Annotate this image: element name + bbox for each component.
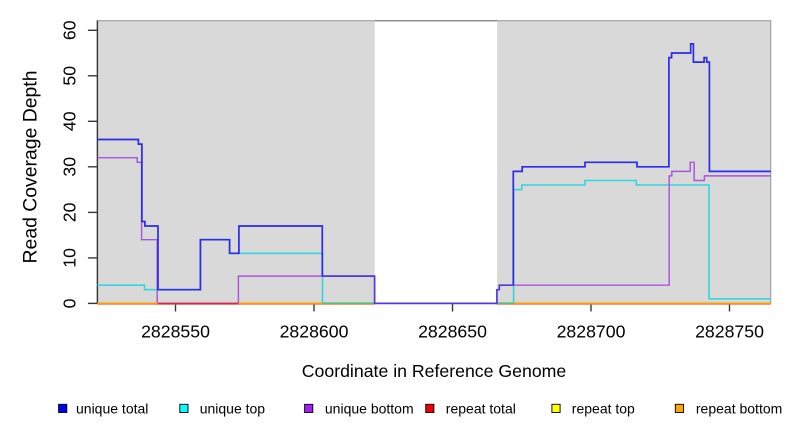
svg-text:repeat top: repeat top	[572, 401, 635, 417]
svg-text:60: 60	[60, 20, 80, 40]
svg-text:2828700: 2828700	[557, 321, 626, 341]
svg-text:unique total: unique total	[76, 401, 148, 417]
svg-text:2828650: 2828650	[418, 321, 487, 341]
svg-text:unique bottom: unique bottom	[325, 401, 414, 417]
svg-text:30: 30	[60, 157, 80, 177]
svg-text:Read Coverage Depth: Read Coverage Depth	[20, 71, 42, 264]
svg-text:0: 0	[60, 298, 80, 308]
svg-text:40: 40	[60, 111, 80, 131]
svg-text:50: 50	[60, 66, 80, 86]
svg-text:2828750: 2828750	[695, 321, 764, 341]
svg-text:2828600: 2828600	[280, 321, 349, 341]
svg-text:20: 20	[60, 202, 80, 222]
svg-text:unique top: unique top	[200, 401, 266, 417]
svg-text:repeat total: repeat total	[446, 401, 516, 417]
svg-text:repeat bottom: repeat bottom	[696, 401, 782, 417]
svg-text:2828550: 2828550	[141, 321, 210, 341]
svg-text:Coordinate in Reference Genome: Coordinate in Reference Genome	[302, 361, 567, 381]
svg-text:10: 10	[60, 248, 80, 268]
